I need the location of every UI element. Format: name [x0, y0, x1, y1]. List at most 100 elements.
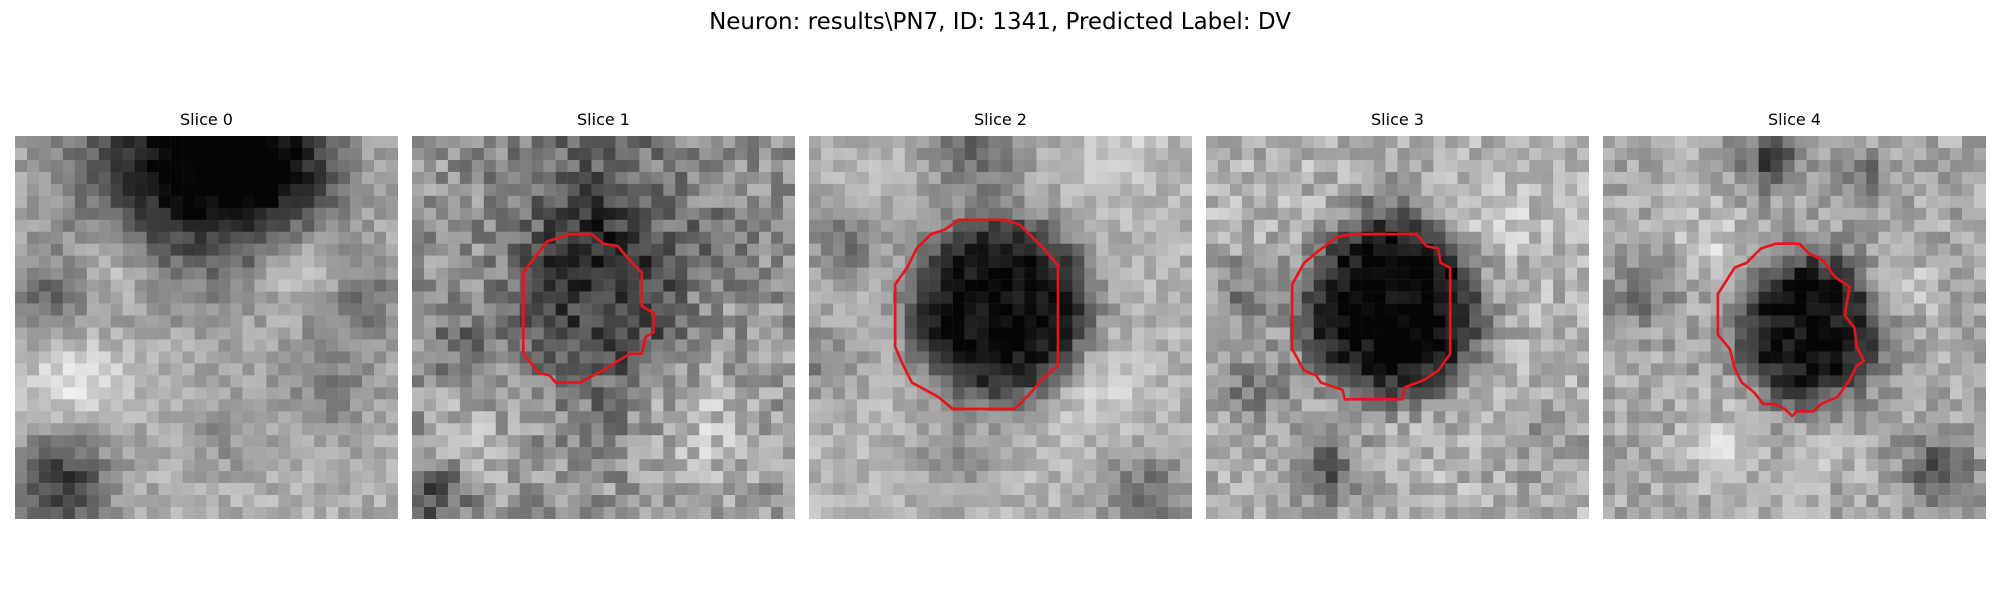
image-pixel — [1217, 495, 1231, 508]
image-pixel — [928, 399, 941, 412]
image-pixel — [1517, 136, 1530, 149]
image-pixel — [62, 363, 76, 376]
image-pixel — [952, 435, 965, 448]
image-pixel — [338, 303, 351, 316]
image-pixel — [158, 159, 171, 173]
image-pixel — [627, 171, 640, 185]
image-pixel — [194, 231, 207, 244]
image-pixel — [771, 483, 784, 496]
image-pixel — [820, 363, 834, 376]
image-pixel — [940, 147, 953, 161]
image-pixel — [1830, 447, 1843, 460]
image-pixel — [1674, 375, 1688, 388]
image-pixel — [1553, 231, 1566, 244]
image-pixel — [495, 183, 508, 197]
image-pixel — [1541, 243, 1554, 256]
image-pixel — [302, 327, 315, 340]
image-pixel — [1409, 267, 1422, 280]
image-pixel — [916, 459, 929, 472]
image-pixel — [747, 231, 760, 244]
image-pixel — [1914, 171, 1927, 185]
image-pixel — [1674, 147, 1688, 161]
image-pixel — [1036, 136, 1049, 149]
image-pixel — [1469, 207, 1482, 221]
image-pixel — [1722, 387, 1735, 400]
image-pixel — [1180, 267, 1192, 280]
image-pixel — [1024, 471, 1037, 484]
image-pixel — [1060, 159, 1073, 173]
image-pixel — [1794, 267, 1807, 280]
image-pixel — [976, 136, 989, 149]
image-pixel — [892, 219, 905, 232]
image-pixel — [1072, 315, 1085, 328]
image-pixel — [1577, 459, 1589, 472]
image-pixel — [374, 411, 387, 424]
image-pixel — [1253, 399, 1267, 412]
image-pixel — [1325, 219, 1338, 232]
image-pixel — [1349, 159, 1362, 173]
image-pixel — [62, 459, 76, 472]
image-pixel — [567, 303, 580, 316]
image-pixel — [471, 471, 485, 484]
image-pixel — [1144, 483, 1157, 496]
image-pixel — [723, 363, 736, 376]
image-pixel — [1385, 327, 1398, 340]
image-pixel — [1313, 471, 1326, 484]
image-pixel — [290, 411, 303, 424]
image-pixel — [302, 339, 315, 352]
image-pixel — [531, 423, 544, 436]
image-pixel — [1409, 159, 1422, 173]
image-pixel — [711, 136, 724, 149]
image-pixel — [1962, 387, 1975, 400]
image-pixel — [302, 195, 315, 209]
image-pixel — [783, 279, 795, 292]
image-pixel — [904, 387, 917, 400]
image-pixel — [1084, 255, 1097, 268]
image-pixel — [1770, 267, 1783, 280]
image-pixel — [1409, 471, 1422, 484]
image-pixel — [1950, 159, 1963, 173]
image-pixel — [242, 207, 255, 221]
image-pixel — [218, 243, 231, 256]
image-pixel — [1493, 375, 1506, 388]
image-pixel — [1277, 183, 1291, 197]
image-pixel — [1072, 507, 1085, 519]
image-pixel — [1818, 183, 1831, 197]
image-pixel — [699, 375, 712, 388]
image-pixel — [651, 411, 664, 424]
image-pixel — [1577, 183, 1589, 197]
image-pixel — [771, 207, 784, 221]
image-pixel — [122, 351, 135, 364]
image-pixel — [1072, 279, 1085, 292]
image-pixel — [1577, 243, 1589, 256]
image-pixel — [663, 219, 676, 232]
image-pixel — [98, 267, 111, 280]
image-pixel — [1577, 255, 1589, 268]
image-pixel — [1854, 315, 1867, 328]
image-pixel — [1000, 243, 1013, 256]
image-pixel — [386, 411, 398, 424]
image-pixel — [1229, 483, 1243, 496]
image-pixel — [964, 411, 977, 424]
image-pixel — [15, 171, 28, 185]
slice-title: Slice 2 — [974, 110, 1027, 129]
image-pixel — [1734, 243, 1747, 256]
image-pixel — [302, 459, 315, 472]
image-pixel — [639, 171, 652, 185]
image-pixel — [110, 411, 123, 424]
image-pixel — [1241, 351, 1255, 364]
image-pixel — [412, 267, 425, 280]
image-pixel — [771, 399, 784, 412]
image-pixel — [62, 423, 76, 436]
image-pixel — [158, 399, 171, 412]
image-pixel — [1794, 159, 1807, 173]
image-pixel — [1517, 171, 1530, 185]
image-pixel — [868, 483, 882, 496]
image-pixel — [26, 207, 40, 221]
image-pixel — [603, 435, 616, 448]
image-pixel — [134, 267, 147, 280]
image-pixel — [1698, 231, 1711, 244]
image-pixel — [892, 411, 905, 424]
image-pixel — [1866, 315, 1879, 328]
image-pixel — [158, 375, 171, 388]
